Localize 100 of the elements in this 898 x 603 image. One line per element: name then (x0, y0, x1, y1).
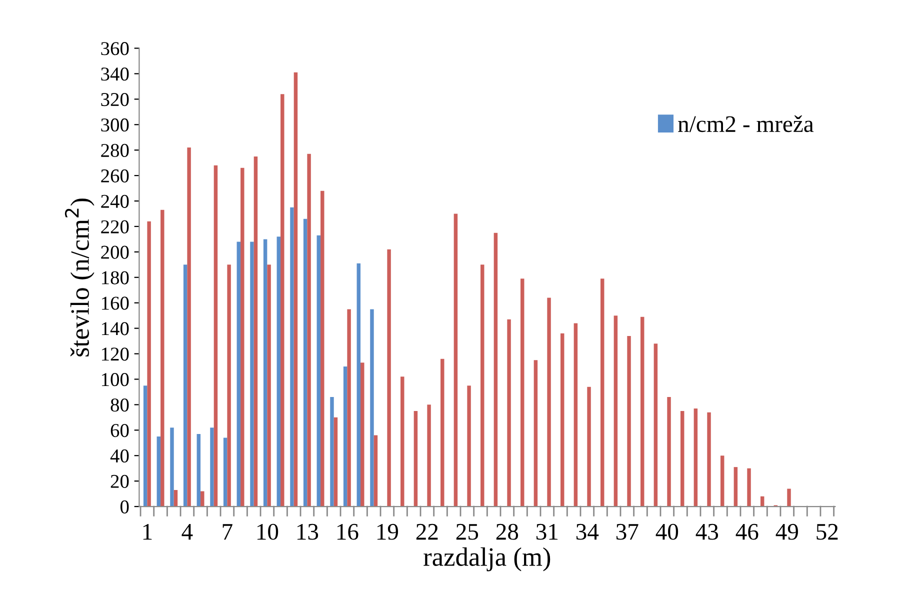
y-tick-label: 180 (102, 271, 129, 284)
x-tick-label: 40 (656, 524, 678, 540)
x-tick-label: 43 (696, 524, 718, 540)
bar (667, 397, 671, 507)
bar (440, 358, 444, 507)
bar (707, 412, 711, 507)
y-tick-label: 300 (101, 118, 129, 132)
bar (227, 264, 231, 507)
bar (183, 264, 188, 507)
bar (200, 491, 204, 507)
bar (147, 221, 151, 507)
y-axis-title: število (n/cm$^{2}$) (64, 198, 94, 356)
y-tick-label: 20 (110, 474, 129, 488)
y-tick-label: 140 (102, 322, 129, 336)
bar (356, 263, 361, 507)
bar (494, 232, 498, 507)
bar (587, 386, 591, 507)
bar (196, 434, 201, 507)
bar (236, 242, 241, 507)
bar (654, 344, 658, 507)
bar (374, 435, 378, 507)
bar (223, 438, 228, 507)
bar (600, 278, 604, 507)
bar (276, 236, 281, 507)
y-tick-label: 40 (110, 449, 129, 463)
x-tick-label: 22 (416, 524, 438, 540)
bar (694, 408, 698, 507)
bar (210, 428, 214, 507)
bar (480, 264, 484, 507)
bar (680, 411, 684, 507)
bar (414, 411, 418, 507)
y-tick-label: 220 (101, 220, 129, 234)
bar (507, 319, 511, 507)
bar (560, 333, 564, 507)
y-tick-label: 60 (110, 424, 129, 438)
bar (614, 316, 618, 507)
x-tick-label: 19 (377, 524, 398, 540)
x-tick-label: 16 (337, 524, 358, 540)
legend-label: n/cm2 - mreža (678, 115, 814, 132)
bar (214, 165, 218, 507)
bar (347, 309, 351, 507)
bar (787, 488, 791, 507)
bar (240, 168, 244, 507)
bar (143, 386, 148, 507)
x-tick-label: 46 (736, 524, 758, 540)
x-tick-label: 4 (182, 524, 193, 540)
y-tick-label: 280 (101, 144, 129, 158)
bar (174, 490, 178, 507)
x-tick-label: 1 (143, 524, 152, 540)
y-tick-label: 100 (102, 373, 129, 386)
bar (294, 72, 298, 507)
bar (343, 366, 348, 507)
bar (454, 214, 458, 507)
bar (254, 156, 258, 507)
bar (427, 404, 431, 507)
bar (156, 436, 161, 507)
bar (267, 264, 271, 507)
bar (360, 362, 364, 507)
bar (334, 417, 338, 507)
bar (734, 467, 738, 507)
x-tick-label: 25 (456, 524, 478, 540)
y-tick-label: 160 (102, 296, 129, 310)
bar (534, 360, 538, 507)
x-tick-label: 10 (257, 524, 278, 540)
x-tick-label: 13 (297, 524, 318, 540)
y-tick-label: 120 (102, 348, 129, 361)
bar (320, 190, 324, 507)
bar (520, 278, 524, 507)
bar (263, 239, 268, 507)
x-tick-label: 7 (222, 524, 232, 540)
bar (170, 428, 174, 507)
bar (720, 456, 724, 507)
bar (303, 218, 308, 507)
bar (387, 249, 391, 507)
x-tick-label: 28 (496, 524, 518, 540)
bar (467, 386, 471, 507)
x-tick-label: 52 (816, 524, 838, 540)
x-axis-title: razdalja (m) (424, 547, 550, 572)
bar (280, 94, 284, 507)
y-tick-label: 340 (101, 68, 129, 81)
bar (250, 242, 254, 507)
x-tick-label: 37 (616, 524, 638, 540)
bar (187, 148, 191, 507)
bar (640, 316, 644, 507)
x-tick-label: 31 (536, 524, 558, 540)
bar (400, 376, 404, 507)
y-tick-label: 360 (101, 42, 129, 56)
y-tick-label: 80 (110, 398, 129, 412)
bar (316, 235, 321, 507)
x-tick-label: 34 (576, 524, 599, 540)
bar (330, 397, 334, 507)
y-tick-label: 240 (101, 194, 129, 208)
x-tick-label: 49 (776, 524, 798, 540)
bar (747, 468, 751, 507)
bar (370, 309, 374, 507)
bar (574, 323, 578, 507)
y-tick-label: 200 (101, 246, 129, 259)
y-tick-label: 320 (101, 92, 129, 106)
bar (160, 210, 164, 507)
y-tick-label: 260 (101, 169, 129, 182)
